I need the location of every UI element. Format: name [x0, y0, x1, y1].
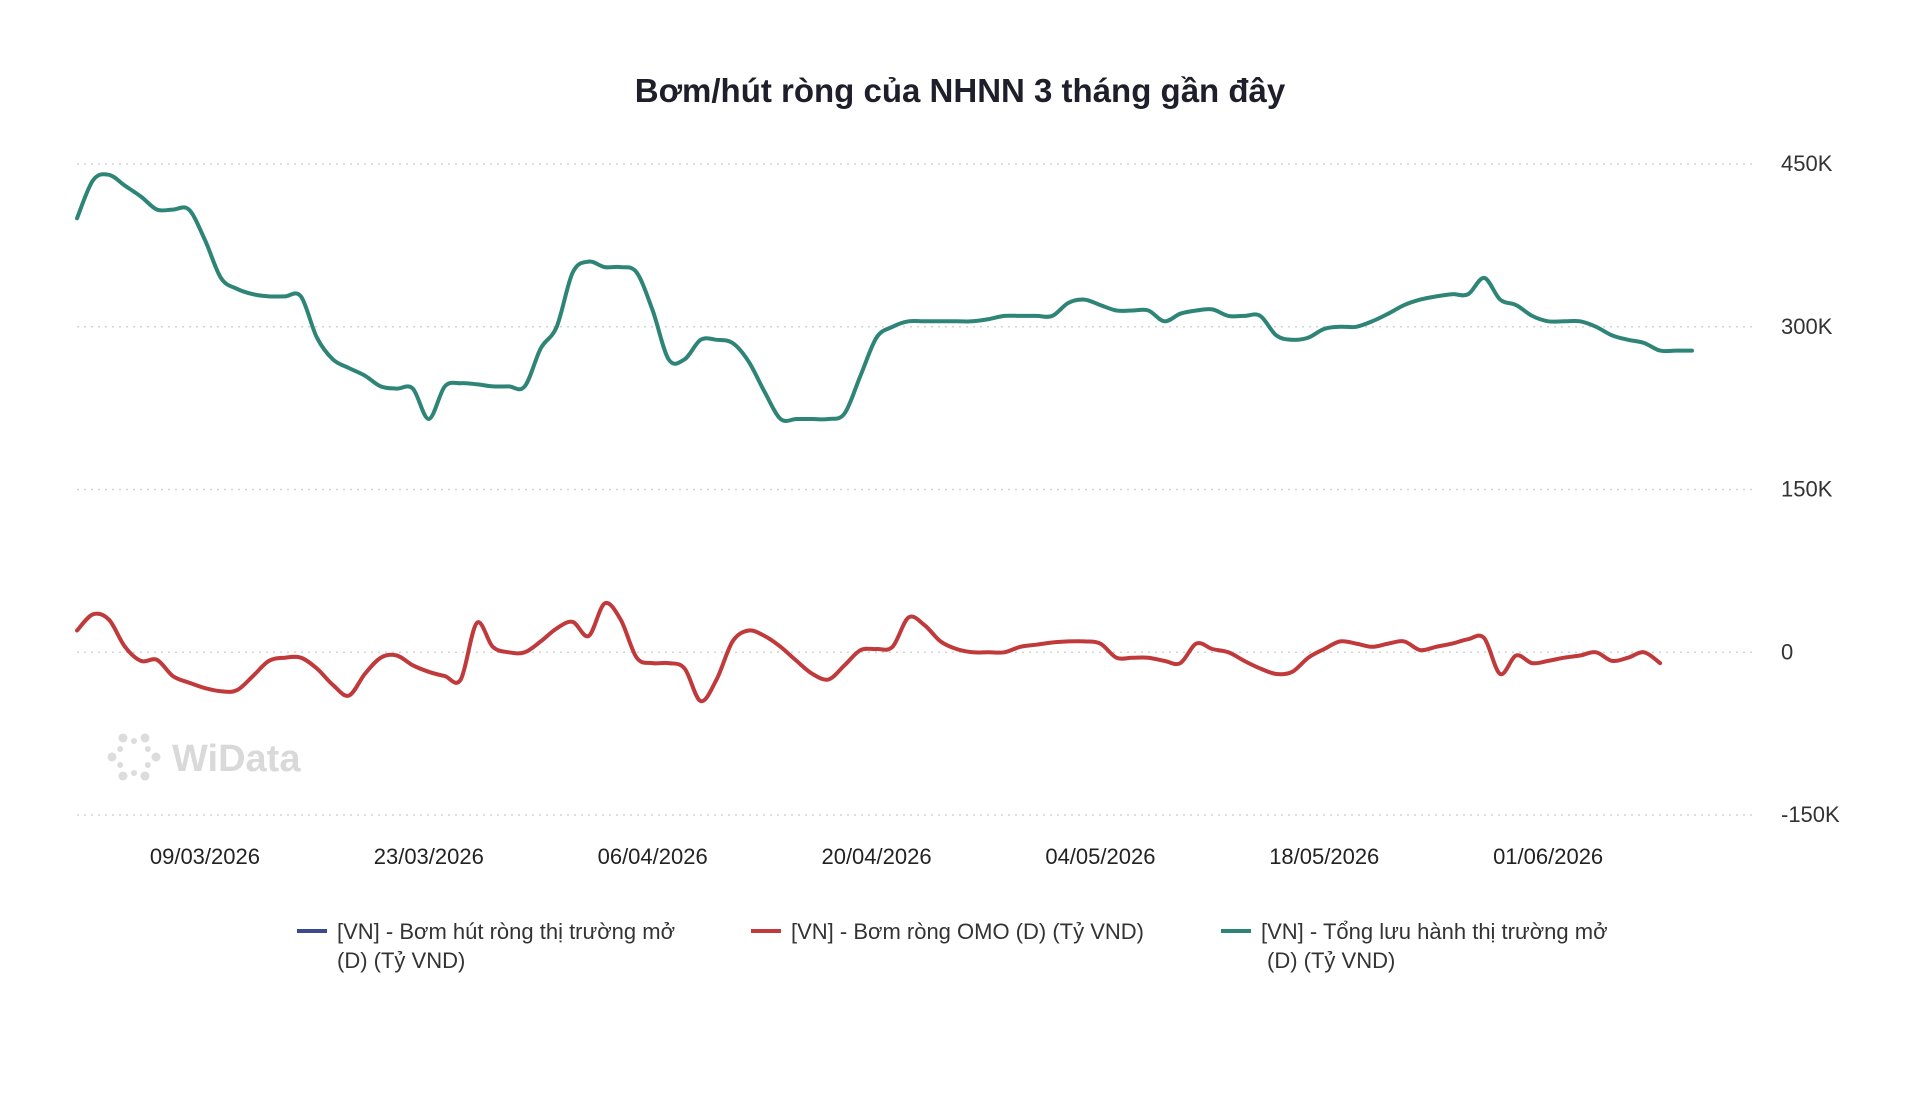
x-axis: 09/03/2026 23/03/2026 06/04/2026 20/04/2026…: [150, 844, 1603, 869]
watermark-dot: [151, 752, 161, 762]
x-tick-label: 20/04/2026: [821, 844, 931, 869]
x-tick-label: 18/05/2026: [1269, 844, 1379, 869]
x-tick-label: 23/03/2026: [374, 844, 484, 869]
watermark-dot: [144, 762, 151, 768]
watermark-dot: [107, 752, 117, 762]
series-line-1[interactable]: [75, 601, 1663, 704]
y-tick-label: 0: [1781, 639, 1793, 664]
legend-item-0[interactable]: [VN] - Bơm hút ròng thị trường mở (D) (Tỷ…: [297, 919, 675, 973]
watermark-dot: [140, 771, 150, 781]
watermark-dot: [117, 762, 124, 768]
legend-label: [VN] - Tổng lưu hành thị trường mở: [1261, 919, 1608, 944]
watermark-dots-icon: [107, 733, 161, 781]
watermark-logo: WiData: [107, 733, 301, 781]
x-tick-label: 06/04/2026: [598, 844, 708, 869]
y-tick-label: 300K: [1781, 314, 1833, 339]
watermark-dot: [118, 771, 128, 781]
legend-label: [VN] - Bơm ròng OMO (D) (Tỷ VND): [791, 919, 1144, 944]
watermark-dot: [144, 746, 151, 752]
y-tick-label: 450K: [1781, 151, 1833, 176]
watermark-dot: [118, 733, 128, 743]
watermark-dot: [117, 746, 124, 752]
watermark-text: WiData: [172, 738, 301, 780]
legend-label: (D) (Tỷ VND): [337, 948, 465, 973]
y-tick-label: 150K: [1781, 477, 1833, 502]
legend-item-2[interactable]: [VN] - Tổng lưu hành thị trường mở (D) (T…: [1221, 919, 1608, 973]
series-line-2[interactable]: [75, 172, 1694, 423]
grid: [77, 163, 1756, 816]
legend-item-1[interactable]: [VN] - Bơm ròng OMO (D) (Tỷ VND): [751, 919, 1144, 944]
watermark-dot: [131, 738, 137, 744]
plot-lines: [75, 172, 1694, 704]
x-tick-label: 04/05/2026: [1045, 844, 1155, 869]
chart-title: Bơm/hút ròng của NHNN 3 tháng gần đây: [635, 72, 1286, 109]
x-tick-label: 01/06/2026: [1493, 844, 1603, 869]
legend-label: (D) (Tỷ VND): [1267, 948, 1395, 973]
legend-label: [VN] - Bơm hút ròng thị trường mở: [337, 919, 675, 944]
y-axis: 450K 300K 150K 0 -150K: [1781, 151, 1840, 827]
legend[interactable]: [VN] - Bơm hút ròng thị trường mở (D) (Tỷ…: [297, 919, 1608, 973]
x-tick-label: 09/03/2026: [150, 844, 260, 869]
y-tick-label: -150K: [1781, 802, 1840, 827]
watermark-dot: [131, 770, 137, 776]
watermark-dot: [140, 733, 150, 743]
